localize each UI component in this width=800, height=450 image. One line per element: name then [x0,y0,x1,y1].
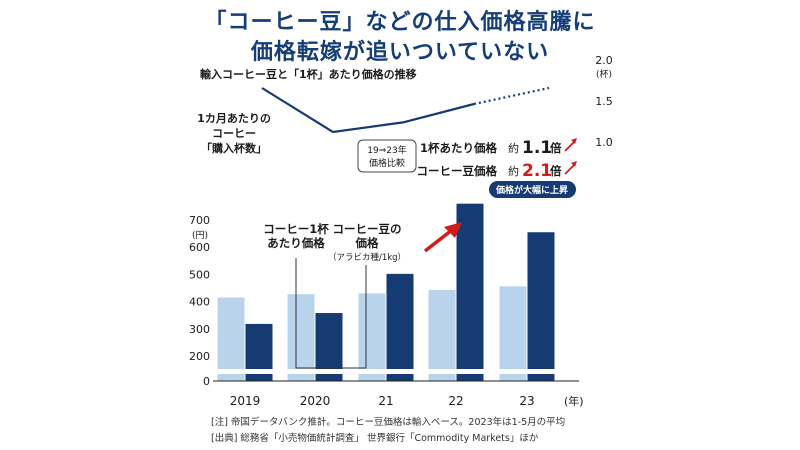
bar-cup-price [358,293,386,381]
bar-cup-price [428,289,456,381]
legend-cup-line1: コーヒー1杯 [263,222,329,236]
y-tick-label: 200 [189,350,210,363]
chart-title-line2: 価格転嫁が追いついていない [250,40,550,65]
x-tick-label: 22 [448,394,463,408]
bar-bean-price [527,232,555,381]
line-series-label: 1カ月あたりの コーヒー 「購入杯数」 [188,111,280,156]
legend-leader-cup [295,258,331,369]
ratio-suffix: 倍 [550,164,562,178]
legend-cup-line2: あたり価格 [267,236,325,250]
ratio-value: 2.1 [522,161,552,181]
y-tick-label: 500 [189,268,210,281]
right-tick-label: 2.0 [595,54,613,67]
trend-arrow-head [444,222,462,238]
ratio-value: 1.1 [522,138,552,158]
y-unit-label: (円) [192,230,208,241]
bar-cup-price [217,297,245,381]
comparison-box [357,139,417,173]
bar-cup-price [287,294,315,381]
x-tick-label: 21 [378,394,393,408]
ratio-label: コーヒー豆価格 [417,164,498,178]
x-tick-label: 2020 [300,394,331,408]
ratio-up-arrow-head [571,138,577,144]
line-series-label-2: コーヒー [212,127,256,140]
badge-pill [489,181,576,198]
right-tick-label: 1.5 [595,95,613,108]
bar-cup-price [499,286,527,381]
y-tick-label: 400 [189,296,210,309]
badge-text: 価格が大幅に上昇 [495,184,568,196]
trend-arrow-shaft [423,228,454,253]
footnote: [注] 帝国データバンク推計。コーヒー豆価格は輸入ベース。2023年は1-5月の… [211,417,566,428]
comparison-box-line1: 19⇒23年 [367,144,406,156]
ratio-up-arrow [564,164,575,175]
ratio-up-arrow-head [571,161,577,167]
line-chart-title: 輸入コーヒー豆と「1杯」あたり価格の推移 [200,68,417,81]
y-tick-label: 700 [189,214,210,227]
y-tick-label: 300 [189,323,210,336]
x-tick-label: 23 [519,394,534,408]
line-series-solid [261,87,475,134]
bar-bean-price [456,203,484,381]
y-tick-label: 600 [189,241,210,254]
ratio-label: 1杯あたり価格 [420,141,498,155]
ratio-prefix: 約 [508,141,519,155]
line-series-label-1: 1カ月あたりの [197,112,271,125]
ratio-prefix: 約 [508,164,519,178]
line-series-dotted [473,86,550,106]
legend-leader-bean [331,265,367,369]
legend-bean-line1: コーヒー豆の [333,222,402,236]
x-tick-label: 2019 [230,394,261,408]
x-unit-label: (年) [564,394,584,408]
y-tick-label: 0 [203,375,210,388]
right-tick-label: 1.0 [595,136,613,149]
right-unit-label: (杯) [596,68,612,80]
source-note: [出典] 総務省「小売物価統計調査」 世界銀行「Commodity Market… [211,433,539,444]
axis-break-band [213,369,579,374]
ratio-suffix: 倍 [550,141,562,155]
legend-bean-sub: （アラビカ種/1kg） [328,252,406,263]
chart-title-line1: 「コーヒー豆」などの仕入価格高騰に [204,10,596,35]
ratio-up-arrow [564,141,575,152]
bar-bean-price [386,273,414,381]
line-series-label-3: 「購入杯数」 [201,142,267,155]
legend-bean-line2: 価格 [355,236,379,250]
comparison-box-line2: 価格比較 [369,157,405,169]
